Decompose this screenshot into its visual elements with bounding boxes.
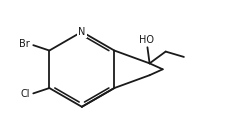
Text: Cl: Cl bbox=[20, 89, 30, 99]
Text: Br: Br bbox=[19, 39, 30, 49]
Text: HO: HO bbox=[138, 35, 153, 45]
Text: N: N bbox=[78, 27, 85, 37]
